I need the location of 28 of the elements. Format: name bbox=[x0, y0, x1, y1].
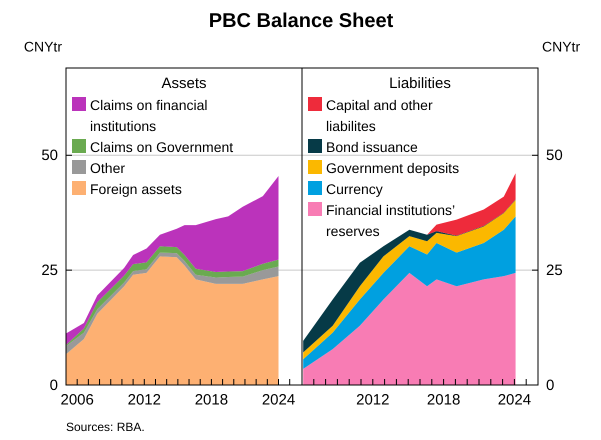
y-tick-label: 25 bbox=[546, 262, 563, 279]
legend-label: Financial institutions’ reserves bbox=[326, 202, 456, 239]
legend-label: Foreign assets bbox=[90, 181, 182, 197]
x-tick-label: 2024 bbox=[498, 392, 532, 409]
y-axis-title: CNYtr bbox=[542, 38, 580, 55]
x-tick-label: 2018 bbox=[426, 392, 460, 409]
x-tick-label: 2018 bbox=[194, 392, 228, 409]
x-tick-label: 2006 bbox=[60, 392, 94, 409]
text: Assets bbox=[161, 75, 207, 92]
x-tick-label: 2012 bbox=[128, 392, 161, 409]
y-axis-title: CNYtr bbox=[24, 38, 62, 55]
y-tick-label: 50 bbox=[546, 147, 563, 164]
source-note: Sources: RBA. bbox=[66, 420, 145, 434]
text: Liabilities bbox=[389, 75, 451, 92]
x-tick-label: 2012 bbox=[356, 392, 390, 409]
y-tick-label: 0 bbox=[50, 376, 58, 394]
x-tick-label: 2024 bbox=[262, 392, 296, 409]
legend-label: Government deposits bbox=[326, 160, 460, 176]
y-tick-label: 0 bbox=[546, 376, 554, 394]
legend-label: Claims on Government bbox=[90, 139, 234, 155]
legend-label: Bond issuance bbox=[326, 139, 418, 155]
legend-label: Capital and other liabilites bbox=[326, 97, 433, 134]
y-tick-label: 50 bbox=[41, 147, 58, 164]
chart-title: PBC Balance Sheet bbox=[208, 10, 394, 32]
y-tick-label: 25 bbox=[41, 262, 58, 279]
legend-label: Other bbox=[90, 160, 126, 176]
legend-label: Claims on financial institutions bbox=[90, 97, 208, 134]
legend-label: Currency bbox=[326, 181, 383, 197]
